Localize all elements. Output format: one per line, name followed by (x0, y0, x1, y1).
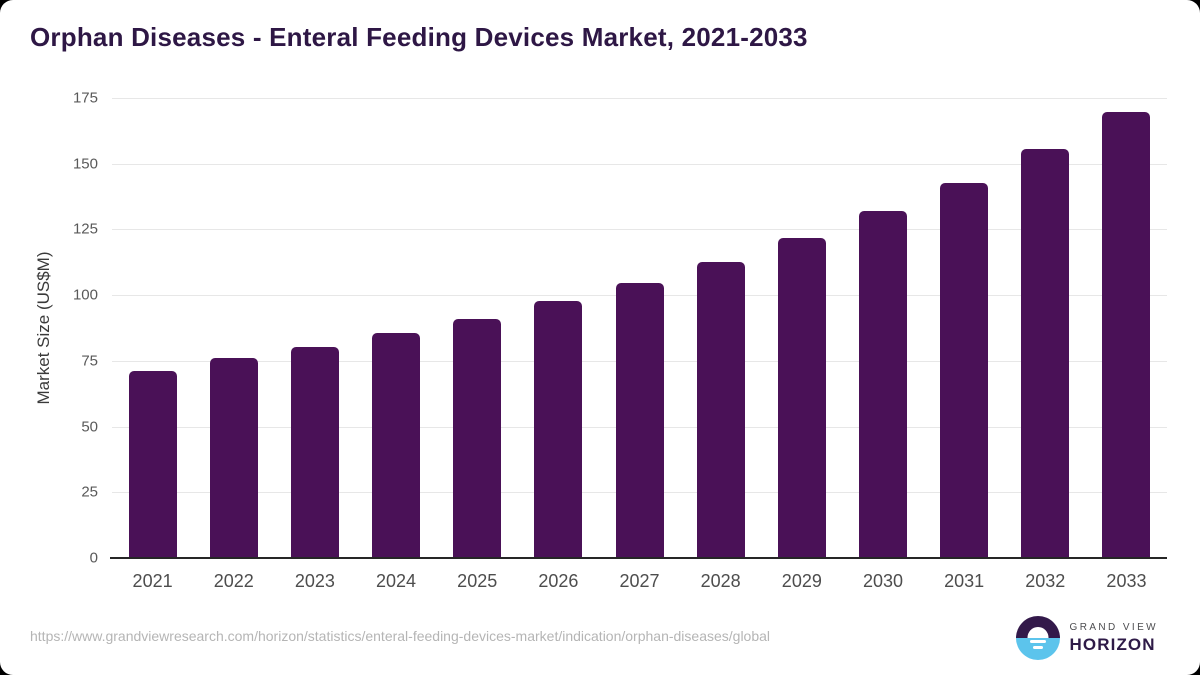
bar-2030 (858, 211, 907, 558)
bar-2031 (940, 182, 989, 558)
source-url: https://www.grandviewresearch.com/horizo… (30, 628, 771, 644)
sunrise-horizon-circle-icon (1015, 616, 1060, 660)
logo-text-grand-view: GRAND VIEW (1069, 621, 1158, 633)
y-tick-label-150: 150 (72, 155, 98, 173)
bar-2025 (453, 318, 502, 558)
y-tick-label-0: 0 (89, 549, 98, 567)
bar-2029 (777, 238, 826, 558)
bar-slot-2028: 2028 (680, 98, 761, 591)
x-tick-label-2021: 2021 (132, 571, 173, 591)
x-tick-label-2032: 2032 (1025, 571, 1066, 591)
x-tick-label-2031: 2031 (944, 571, 985, 591)
x-tick-label-2027: 2027 (619, 571, 660, 591)
bar-slot-2031: 2031 (924, 98, 1005, 591)
x-tick-label-2029: 2029 (781, 571, 822, 591)
x-tick-label-2022: 2022 (213, 571, 254, 591)
x-tick-label-2025: 2025 (457, 571, 498, 591)
bar-2032 (1021, 149, 1070, 558)
gridline-125 (112, 229, 1167, 231)
horizon-line-icon (1029, 640, 1046, 643)
y-tick-label-25: 25 (81, 483, 98, 501)
plot-area: Market Size (US$M) 2021 2022 2023 2024 2025 2… (34, 90, 1167, 591)
y-axis-title: Market Size (US$M) (34, 251, 53, 405)
logo-text: GRAND VIEW HORIZON (1070, 622, 1158, 655)
chart-title: Orphan Diseases - Enteral Feeding Device… (30, 22, 808, 52)
y-tick-label-75: 75 (81, 352, 98, 370)
y-tick-label-100: 100 (72, 286, 98, 304)
x-tick-label-2033: 2033 (1106, 571, 1147, 591)
y-tick-label-50: 50 (81, 418, 98, 436)
bar-2023 (290, 346, 339, 558)
bar-slot-2033: 2033 (1086, 98, 1167, 591)
bar-2026 (534, 301, 583, 558)
y-tick-label-125: 125 (72, 220, 98, 238)
bar-slot-2029: 2029 (761, 98, 842, 591)
bar-2027 (615, 282, 664, 558)
bar-slot-2026: 2026 (518, 98, 599, 591)
bar-slot-2027: 2027 (599, 98, 680, 591)
bar-slot-2021: 2021 (112, 98, 193, 591)
bar-slots: 2021 2022 2023 2024 2025 2026 2027 2028 2029 2030… (112, 98, 1167, 591)
bar-2028 (696, 262, 745, 558)
sun-icon (1027, 627, 1049, 638)
bar-slot-2025: 2025 (437, 98, 518, 591)
x-tick-label-2028: 2028 (700, 571, 741, 591)
logo-text-horizon: HORIZON (1069, 634, 1156, 654)
bar-slot-2030: 2030 (842, 98, 923, 591)
bar-2033 (1102, 111, 1151, 558)
gridline-175 (112, 98, 1167, 99)
bar-2021 (128, 370, 177, 558)
x-tick-label-2024: 2024 (376, 571, 417, 591)
x-tick-label-2023: 2023 (294, 571, 335, 591)
y-tick-label-175: 175 (72, 89, 98, 107)
bar-slot-2024: 2024 (355, 98, 436, 591)
grand-view-horizon-logo: GRAND VIEW HORIZON (1015, 616, 1158, 660)
bar-2022 (209, 357, 258, 558)
bar-slot-2032: 2032 (1005, 98, 1086, 591)
x-tick-label-2030: 2030 (862, 571, 904, 591)
bar-slot-2022: 2022 (193, 98, 274, 591)
bar-2024 (372, 333, 421, 558)
x-tick-label-2026: 2026 (538, 571, 579, 591)
x-axis-line (110, 557, 1167, 559)
horizon-line-icon (1032, 646, 1043, 649)
gridline-150 (112, 163, 1167, 165)
bar-slot-2023: 2023 (274, 98, 355, 591)
